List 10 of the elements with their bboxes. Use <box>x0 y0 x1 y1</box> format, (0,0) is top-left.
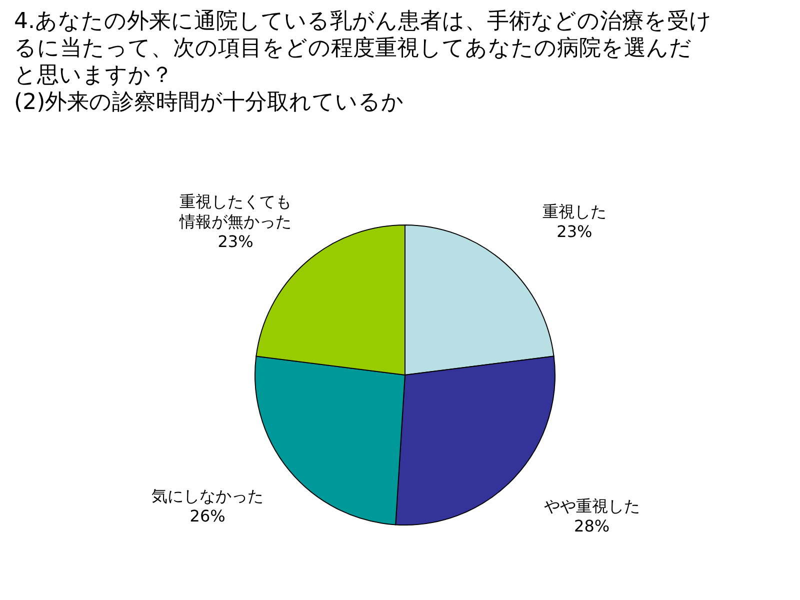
slice-label: 気にしなかった <box>152 486 264 506</box>
data-label: 28% <box>574 516 610 536</box>
chart-subtitle: (2)外来の診察時間が十分取れているか <box>14 89 406 116</box>
data-label: 26% <box>190 506 226 526</box>
slice-label: 重視したくても情報が無かった <box>178 192 292 232</box>
chart-title: 4.あなたの外来に通院している乳がん患者は、手術などの治療を受けるに当たって、次の項目をどの程度重視してあなたの病院を選んだと思いますか？ <box>14 8 713 89</box>
data-label: 23% <box>556 222 592 242</box>
slice-label: 重視した <box>542 202 606 222</box>
data-label: 23% <box>218 232 254 252</box>
slice-label: やや重視した <box>544 496 640 516</box>
